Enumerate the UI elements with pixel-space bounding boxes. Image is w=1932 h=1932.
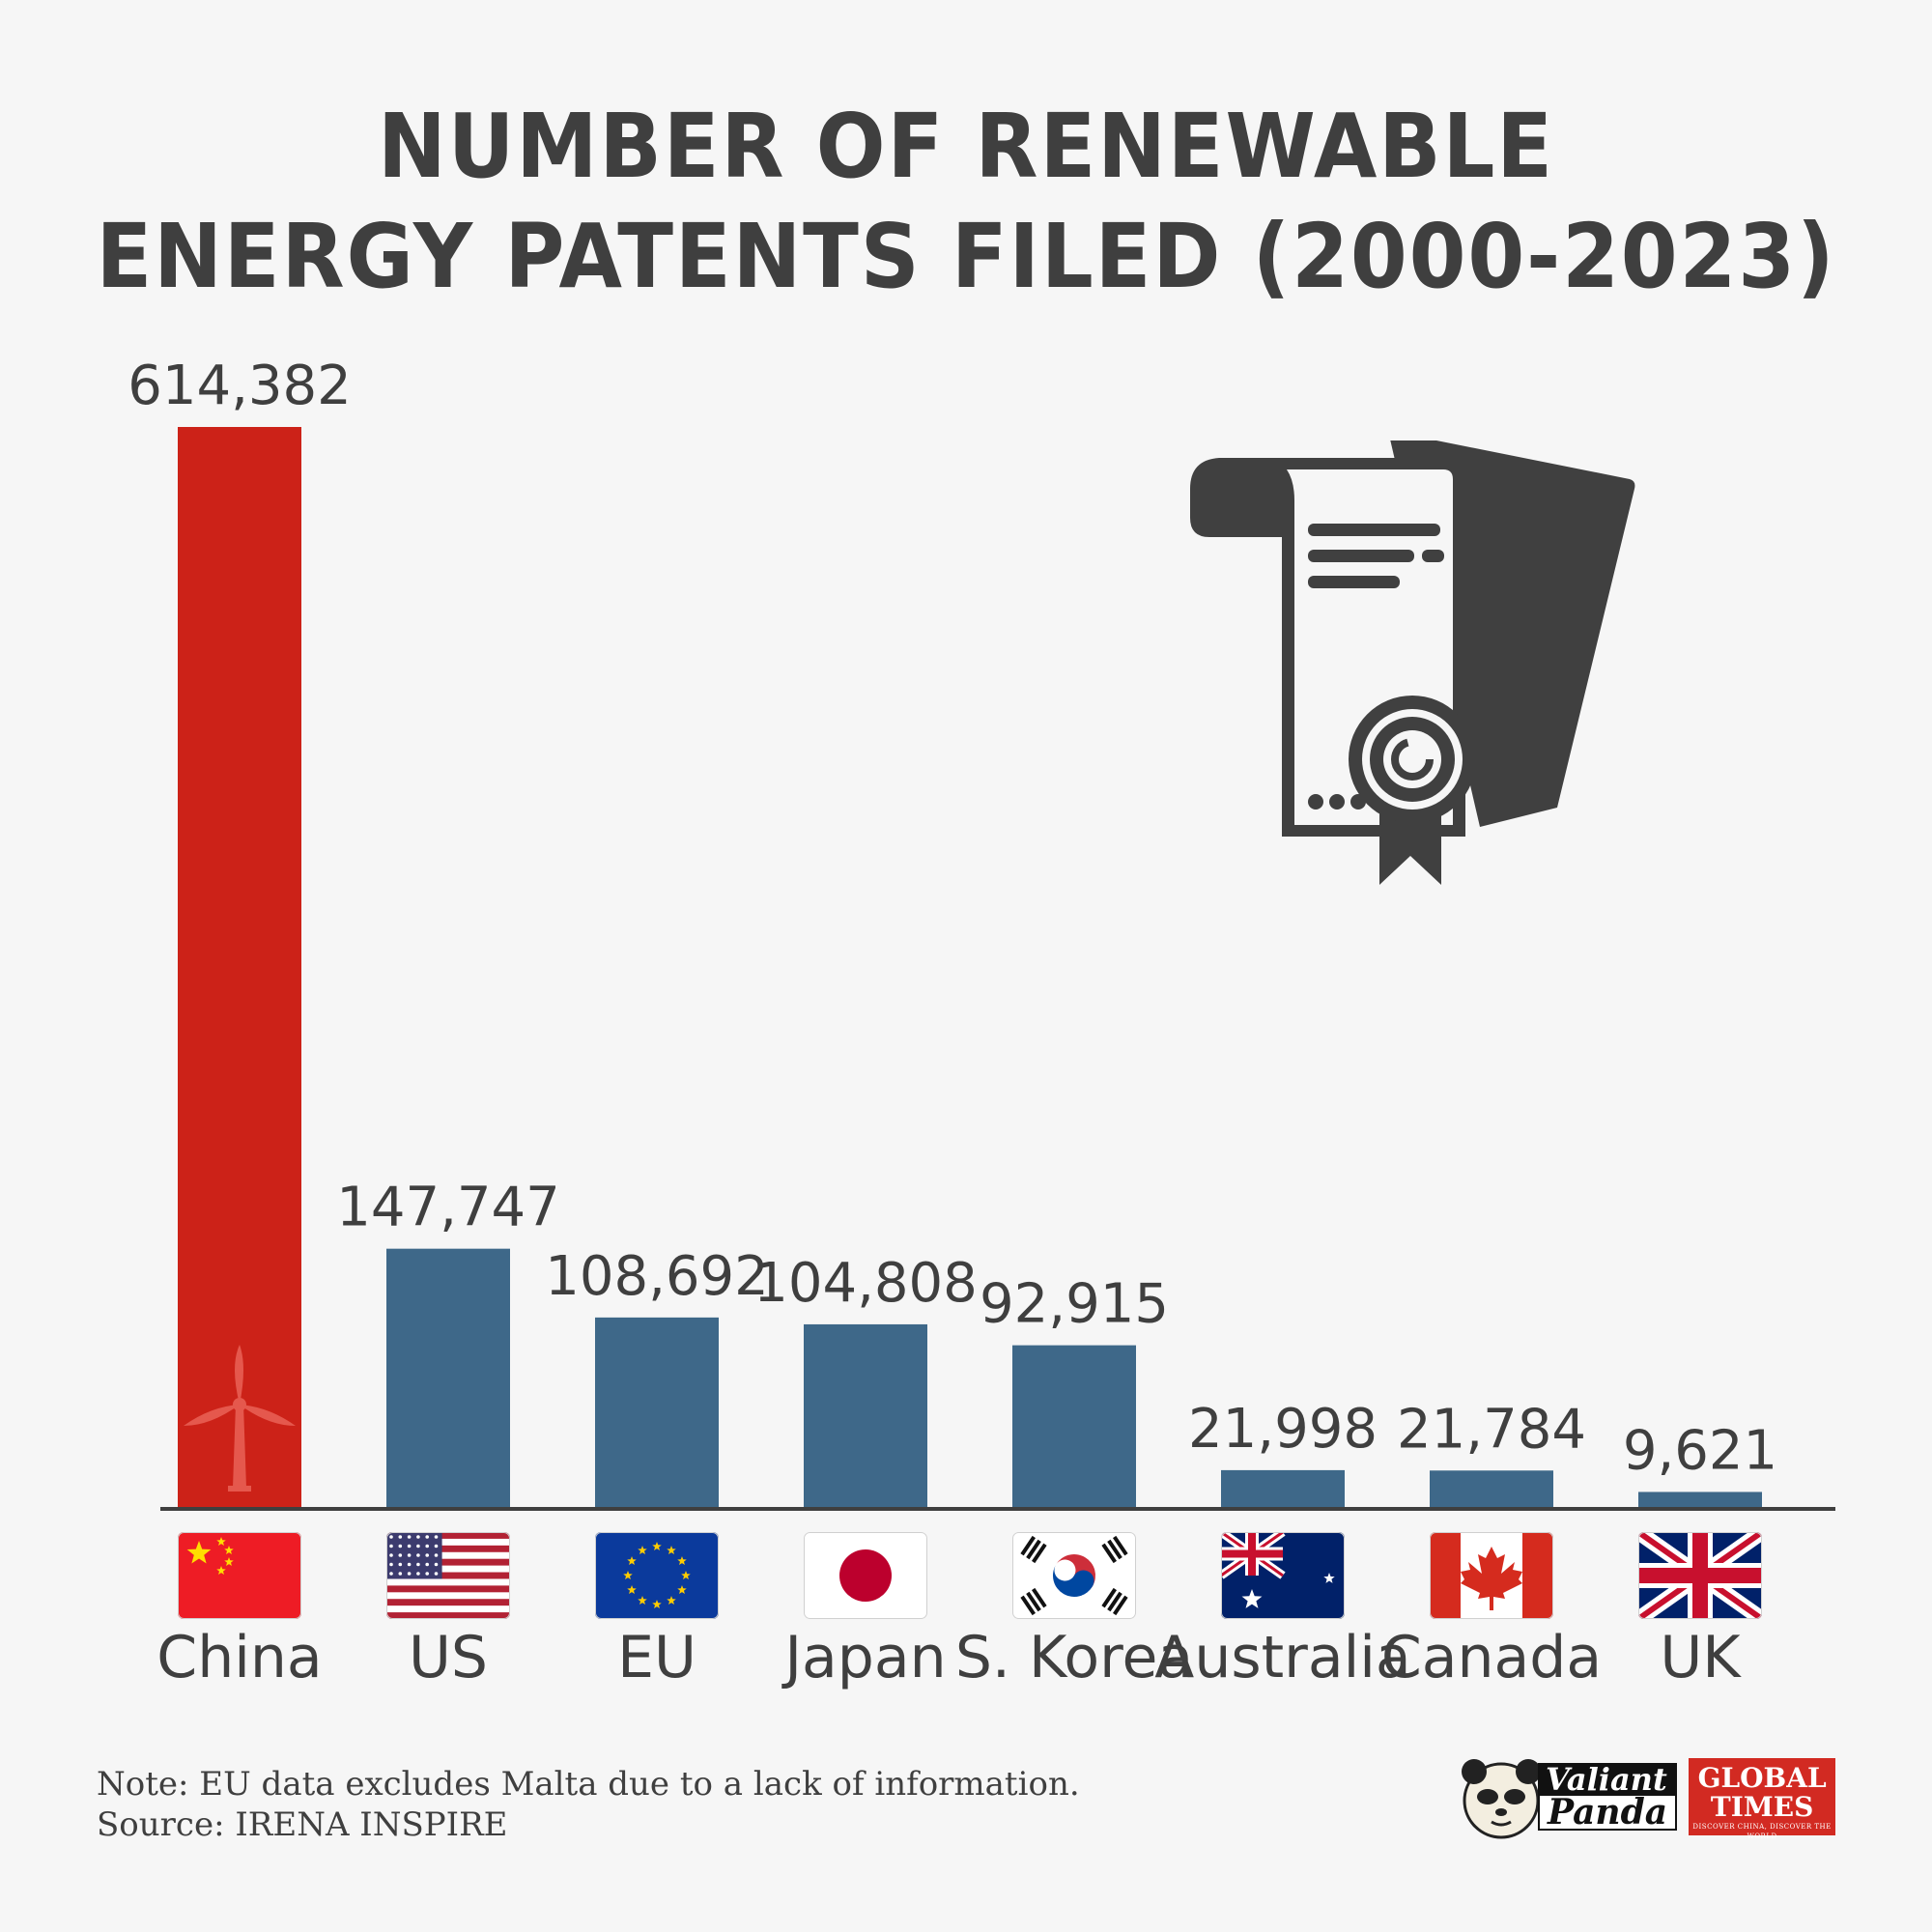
bar-japan — [804, 1323, 927, 1509]
chart-title: NUMBER OF RENEWABLE ENERGY PATENTS FILED… — [77, 92, 1855, 312]
bar-s-korea — [1012, 1345, 1136, 1509]
global-times-line2: TIMES — [1710, 1791, 1814, 1823]
category-label: S. Korea — [955, 1624, 1193, 1691]
bar-value-label: 21,998 — [1188, 1398, 1378, 1461]
bar-eu — [595, 1317, 719, 1509]
bar-value-label: 104,808 — [753, 1252, 978, 1315]
category-label: Japan — [781, 1624, 946, 1691]
bar-chart: 614,382 China 147,747 US 108,692 EU 104,808 Jap… — [128, 355, 1835, 1691]
global-times-line1: GLOBAL — [1697, 1762, 1827, 1794]
bar-canada — [1430, 1470, 1553, 1509]
category-label: China — [156, 1624, 322, 1691]
wind-turbine-icon — [184, 1345, 296, 1492]
footnote: Note: EU data excludes Malta due to a la… — [97, 1764, 1080, 1845]
south-korea-flag-icon — [1012, 1532, 1136, 1619]
bar-value-label: 108,692 — [545, 1245, 769, 1308]
panda-icon — [1462, 1759, 1541, 1839]
bar-value-label: 92,915 — [980, 1273, 1169, 1336]
bar-australia — [1221, 1469, 1345, 1509]
category-label: Canada — [1381, 1624, 1602, 1691]
chart-title-line1: NUMBER OF RENEWABLE — [378, 95, 1554, 198]
valiant-panda-wordmark: Valiant Panda — [1538, 1763, 1678, 1831]
category-label: EU — [617, 1624, 696, 1691]
canada-flag-icon — [1430, 1532, 1553, 1619]
valiant-text: Valiant — [1538, 1763, 1678, 1796]
us-flag-icon — [386, 1532, 510, 1619]
bar-value-label: 9,621 — [1623, 1419, 1777, 1482]
footnote-note: Note: EU data excludes Malta due to a la… — [97, 1765, 1080, 1804]
publisher-logos: Valiant Panda GLOBAL TIMES DISCOVER CHIN… — [1457, 1752, 1836, 1841]
uk-flag-icon — [1638, 1532, 1762, 1619]
category-label: Australia — [1154, 1624, 1410, 1691]
china-flag-icon — [178, 1532, 301, 1619]
bar-china — [178, 427, 301, 1509]
bar-value-label: 614,382 — [128, 355, 352, 417]
valiant-panda-logo: Valiant Panda — [1457, 1752, 1678, 1841]
bar-value-label: 147,747 — [336, 1177, 560, 1239]
bar-uk — [1638, 1492, 1762, 1509]
footnote-source: Source: IRENA INSPIRE — [97, 1805, 508, 1844]
category-label: US — [409, 1624, 488, 1691]
australia-flag-icon — [1221, 1532, 1345, 1619]
bar-us — [386, 1248, 510, 1509]
global-times-tagline: DISCOVER CHINA, DISCOVER THE WORLD — [1692, 1823, 1832, 1840]
category-label: UK — [1660, 1624, 1742, 1691]
eu-flag-icon — [595, 1532, 719, 1619]
global-times-logo: GLOBAL TIMES DISCOVER CHINA, DISCOVER TH… — [1689, 1758, 1836, 1840]
bar-value-label: 21,784 — [1397, 1398, 1586, 1461]
japan-flag-icon — [804, 1532, 927, 1619]
patent-certificate-icon — [1190, 440, 1635, 885]
chart-title-line2: ENERGY PATENTS FILED (2000-2023) — [96, 205, 1836, 308]
panda-text: Panda — [1538, 1795, 1678, 1831]
